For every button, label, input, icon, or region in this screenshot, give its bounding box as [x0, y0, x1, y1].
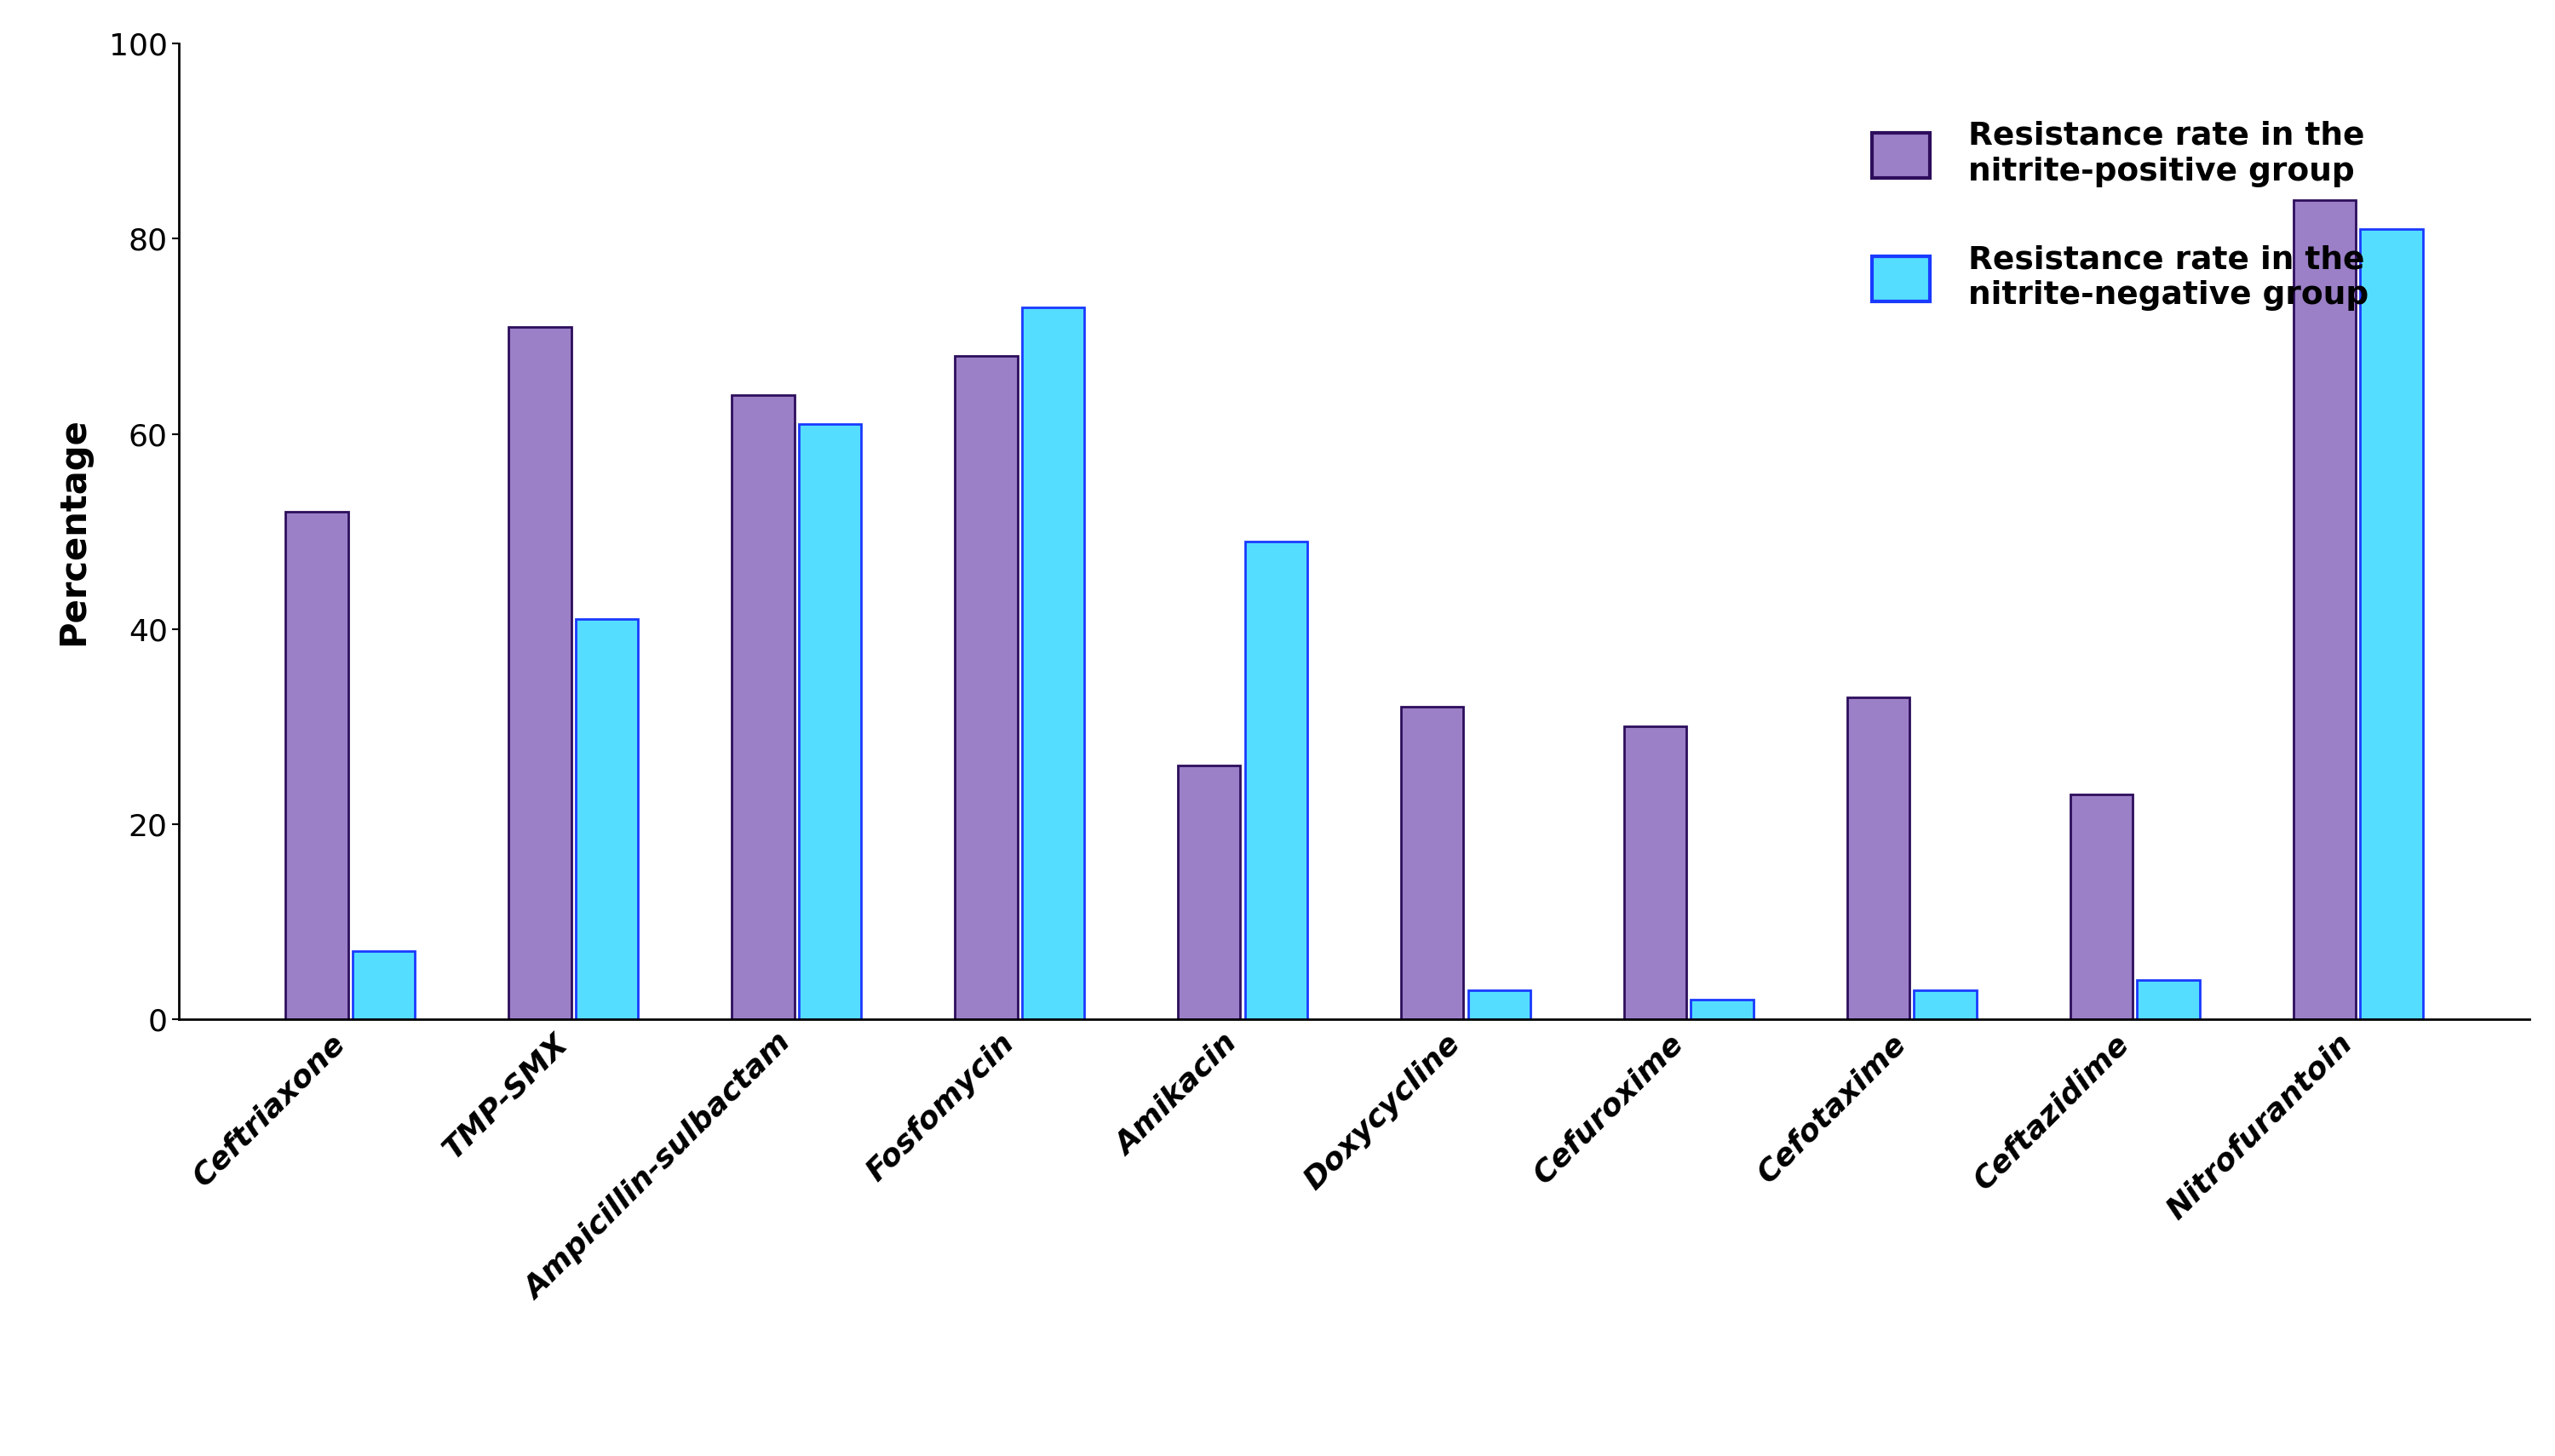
Bar [508, 326, 572, 1019]
Bar [1022, 307, 1083, 1019]
Bar [2136, 980, 2200, 1019]
Bar [575, 619, 639, 1019]
Bar [731, 395, 795, 1019]
Bar [2361, 229, 2422, 1019]
Bar [1244, 542, 1308, 1019]
Bar [1625, 727, 1686, 1019]
Bar [2070, 795, 2133, 1019]
Bar [2294, 199, 2356, 1019]
Bar [1469, 990, 1530, 1019]
Bar [1178, 766, 1239, 1019]
Bar [1691, 1000, 1753, 1019]
Legend: Resistance rate in the
nitrite-positive group, Resistance rate in the
nitrite-ne: Resistance rate in the nitrite-positive … [1840, 89, 2399, 342]
Bar [956, 355, 1017, 1019]
Y-axis label: Percentage: Percentage [56, 418, 92, 645]
Bar [286, 513, 347, 1019]
Bar [1847, 697, 1909, 1019]
Bar [1400, 708, 1464, 1019]
Bar [800, 424, 861, 1019]
Bar [353, 951, 414, 1019]
Bar [1914, 990, 1978, 1019]
